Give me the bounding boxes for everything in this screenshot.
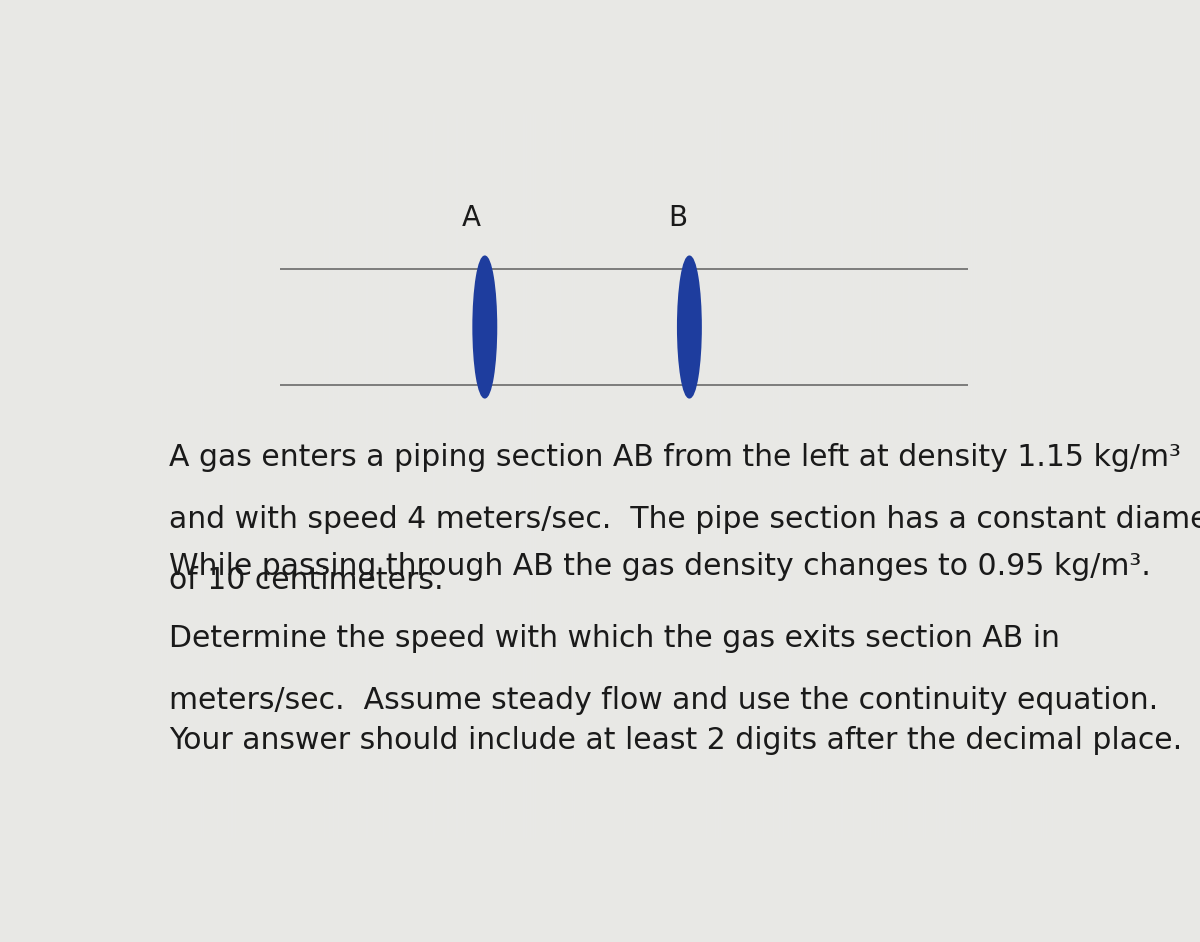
- Text: meters/sec.  Assume steady flow and use the continuity equation.: meters/sec. Assume steady flow and use t…: [168, 686, 1158, 715]
- Text: Your answer should include at least 2 digits after the decimal place.: Your answer should include at least 2 di…: [168, 726, 1182, 755]
- Text: While passing through AB the gas density changes to 0.95 kg/m³.: While passing through AB the gas density…: [168, 552, 1151, 581]
- Text: of 10 centimeters.: of 10 centimeters.: [168, 566, 443, 595]
- Text: A gas enters a piping section AB from the left at density 1.15 kg/m³: A gas enters a piping section AB from th…: [168, 443, 1181, 472]
- Ellipse shape: [678, 256, 701, 398]
- Text: and with speed 4 meters/sec.  The pipe section has a constant diameter: and with speed 4 meters/sec. The pipe se…: [168, 505, 1200, 534]
- Text: Determine the speed with which the gas exits section AB in: Determine the speed with which the gas e…: [168, 625, 1060, 654]
- Text: A: A: [461, 204, 480, 233]
- Ellipse shape: [473, 256, 497, 398]
- Text: B: B: [668, 204, 688, 233]
